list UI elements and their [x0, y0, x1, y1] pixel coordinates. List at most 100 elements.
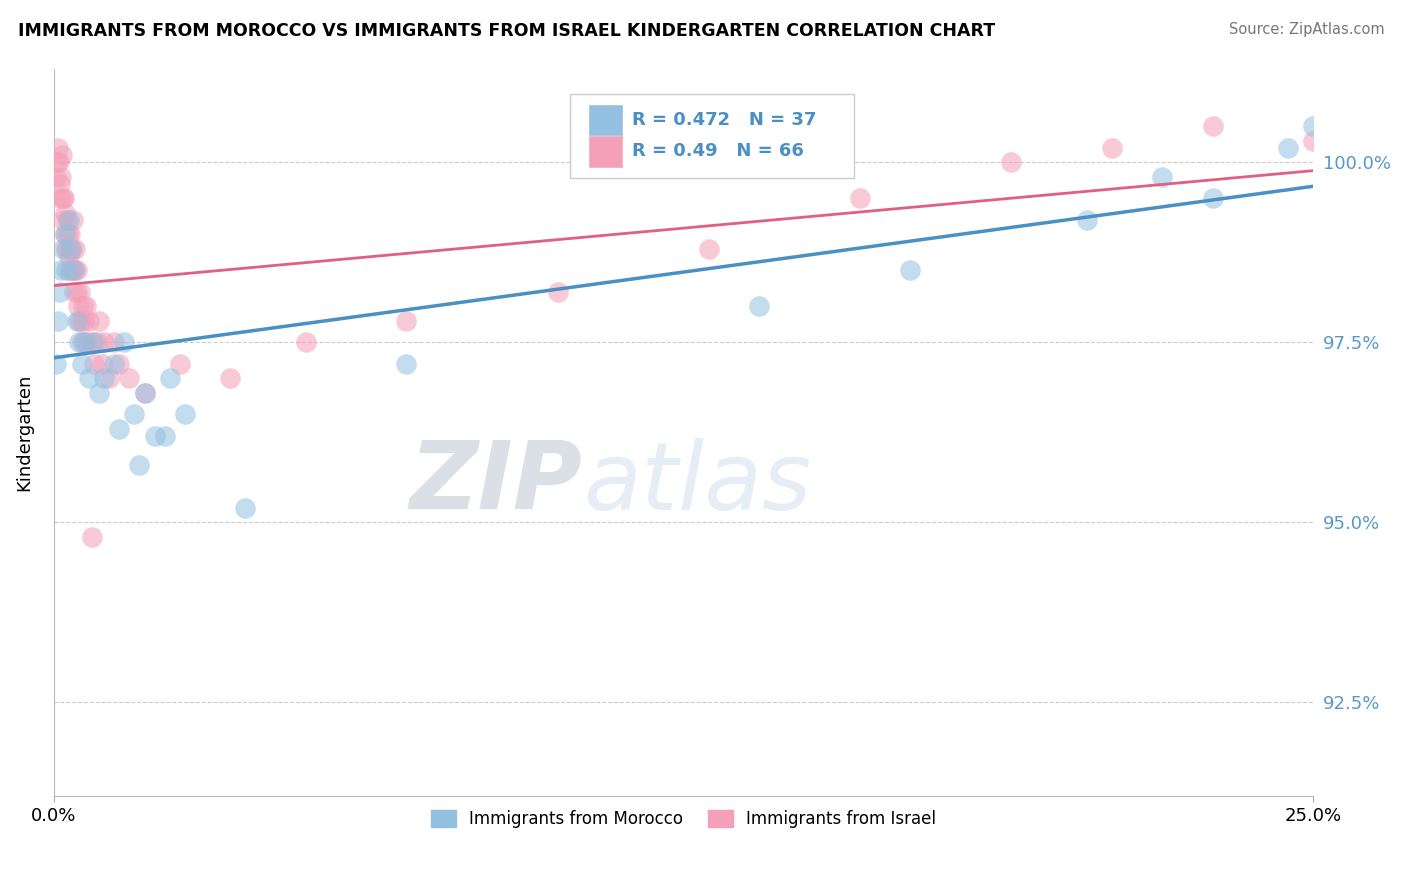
Point	[65, 242, 87, 256]
Point	[52, 212, 75, 227]
Point	[62, 263, 84, 277]
FancyBboxPatch shape	[589, 105, 621, 136]
Legend: Immigrants from Morocco, Immigrants from Israel: Immigrants from Morocco, Immigrants from…	[425, 804, 943, 835]
Point	[118, 371, 141, 385]
Point	[45, 169, 67, 184]
Point	[53, 227, 76, 242]
Point	[169, 357, 191, 371]
Point	[89, 385, 111, 400]
FancyBboxPatch shape	[589, 136, 621, 167]
Point	[49, 285, 72, 299]
Point	[108, 422, 131, 436]
Point	[1403, 148, 1406, 162]
Point	[65, 263, 87, 277]
Text: R = 0.49   N = 66: R = 0.49 N = 66	[631, 143, 804, 161]
Point	[1076, 212, 1098, 227]
Point	[90, 357, 112, 371]
Point	[60, 263, 83, 277]
Point	[395, 313, 418, 327]
Point	[294, 335, 316, 350]
Point	[748, 299, 770, 313]
Point	[63, 263, 86, 277]
Point	[93, 335, 115, 350]
Point	[1201, 119, 1223, 133]
Point	[63, 285, 86, 299]
Point	[56, 227, 79, 242]
Point	[69, 285, 91, 299]
Point	[70, 335, 93, 350]
FancyBboxPatch shape	[571, 94, 853, 178]
Point	[1000, 155, 1022, 169]
Point	[1201, 191, 1223, 205]
Point	[75, 299, 97, 313]
Point	[143, 429, 166, 443]
Point	[58, 263, 80, 277]
Point	[1302, 119, 1324, 133]
Point	[76, 335, 98, 350]
Point	[51, 263, 73, 277]
Point	[75, 335, 97, 350]
Point	[52, 191, 75, 205]
Point	[159, 371, 181, 385]
Point	[103, 335, 125, 350]
Point	[48, 155, 70, 169]
Point	[80, 530, 103, 544]
Point	[395, 357, 418, 371]
Point	[233, 500, 256, 515]
Point	[103, 357, 125, 371]
Point	[83, 357, 105, 371]
Point	[77, 313, 100, 327]
Point	[1277, 141, 1299, 155]
Text: IMMIGRANTS FROM MOROCCO VS IMMIGRANTS FROM ISRAEL KINDERGARTEN CORRELATION CHART: IMMIGRANTS FROM MOROCCO VS IMMIGRANTS FR…	[18, 22, 995, 40]
Point	[73, 313, 96, 327]
Point	[56, 212, 79, 227]
Point	[62, 212, 84, 227]
Point	[58, 249, 80, 263]
Point	[52, 191, 75, 205]
Point	[60, 242, 83, 256]
Point	[134, 385, 156, 400]
Point	[697, 242, 720, 256]
Point	[51, 169, 73, 184]
Point	[173, 407, 195, 421]
Point	[93, 371, 115, 385]
Point	[547, 285, 569, 299]
Text: atlas: atlas	[583, 438, 811, 529]
Point	[45, 357, 67, 371]
Point	[72, 299, 94, 313]
Text: Source: ZipAtlas.com: Source: ZipAtlas.com	[1229, 22, 1385, 37]
Point	[55, 205, 77, 219]
Point	[49, 177, 72, 191]
Point	[59, 227, 82, 242]
Point	[124, 407, 146, 421]
Point	[45, 155, 67, 169]
Point	[80, 335, 103, 350]
Point	[83, 335, 105, 350]
Point	[849, 191, 872, 205]
Point	[67, 313, 90, 327]
Point	[56, 242, 79, 256]
Point	[58, 212, 80, 227]
Y-axis label: Kindergarten: Kindergarten	[15, 374, 32, 491]
Point	[67, 335, 90, 350]
Point	[89, 313, 111, 327]
Point	[98, 371, 121, 385]
Point	[77, 371, 100, 385]
Point	[219, 371, 242, 385]
Point	[86, 335, 108, 350]
Text: R = 0.472   N = 37: R = 0.472 N = 37	[631, 112, 817, 129]
Point	[1101, 141, 1123, 155]
Point	[53, 227, 76, 242]
Point	[60, 242, 83, 256]
Point	[112, 335, 135, 350]
Point	[70, 357, 93, 371]
Point	[52, 242, 75, 256]
Point	[66, 299, 89, 313]
Point	[73, 335, 96, 350]
Point	[66, 285, 89, 299]
Point	[51, 148, 73, 162]
Point	[898, 263, 921, 277]
Point	[128, 458, 150, 472]
Point	[134, 385, 156, 400]
Point	[153, 429, 176, 443]
